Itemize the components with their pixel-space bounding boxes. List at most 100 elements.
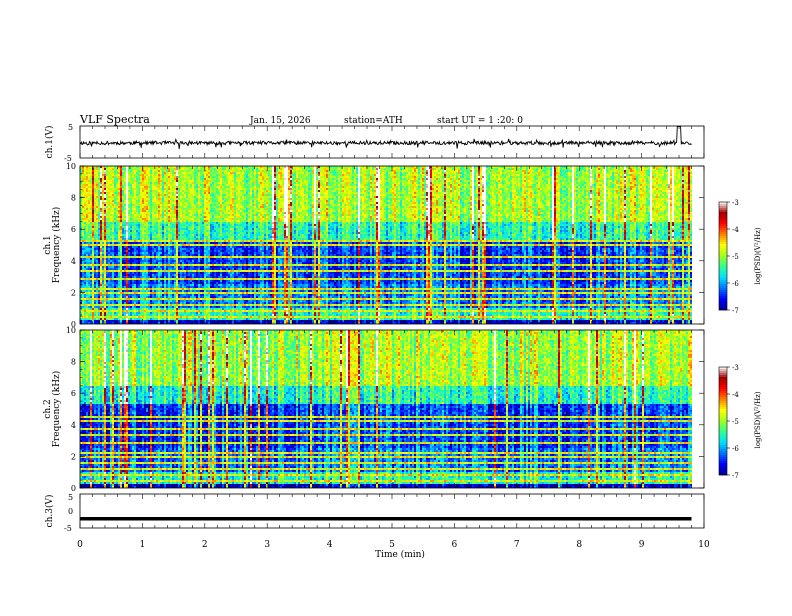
- heatmap-cell: [98, 180, 100, 182]
- heatmap-cell: [152, 248, 154, 250]
- heatmap-cell: [150, 250, 152, 252]
- heatmap-cell: [100, 260, 102, 262]
- heatmap-cell: [112, 194, 114, 196]
- heatmap-cell: [110, 172, 112, 174]
- heatmap-cell: [136, 230, 138, 232]
- heatmap-cell: [108, 206, 110, 208]
- heatmap-cell: [138, 302, 140, 304]
- heatmap-cell: [116, 246, 118, 248]
- heatmap-cell: [94, 188, 96, 190]
- heatmap-cell: [140, 198, 142, 200]
- heatmap-cell: [124, 258, 126, 260]
- heatmap-cell: [154, 244, 156, 246]
- heatmap-cell: [94, 234, 96, 236]
- heatmap-cell: [128, 304, 130, 306]
- heatmap-cell: [100, 268, 102, 270]
- heatmap-cell: [148, 186, 150, 188]
- heatmap-cell: [118, 294, 120, 296]
- heatmap-cell: [130, 262, 132, 264]
- heatmap-cell: [94, 222, 96, 224]
- heatmap-cell: [144, 170, 146, 172]
- heatmap-cell: [86, 182, 88, 184]
- heatmap-cell: [98, 192, 100, 194]
- heatmap-cell: [130, 196, 132, 198]
- heatmap-cell: [154, 184, 156, 186]
- heatmap-cell: [88, 240, 90, 242]
- heatmap-cell: [156, 294, 158, 296]
- heatmap-cell: [122, 238, 124, 240]
- heatmap-cell: [90, 246, 92, 248]
- heatmap-cell: [114, 174, 116, 176]
- heatmap-cell: [126, 302, 128, 304]
- heatmap-cell: [128, 222, 130, 224]
- heatmap-cell: [104, 308, 106, 310]
- heatmap-cell: [132, 318, 134, 320]
- heatmap-cell: [116, 218, 118, 220]
- heatmap-cell: [96, 200, 98, 202]
- heatmap-cell: [138, 186, 140, 188]
- heatmap-cell: [134, 206, 136, 208]
- heatmap-cell: [136, 206, 138, 208]
- heatmap-cell: [116, 258, 118, 260]
- heatmap-cell: [84, 170, 86, 172]
- heatmap-cell: [132, 260, 134, 262]
- heatmap-cell: [86, 172, 88, 174]
- heatmap-cell: [120, 192, 122, 194]
- heatmap-cell: [92, 296, 94, 298]
- heatmap-cell: [124, 222, 126, 224]
- heatmap-cell: [108, 294, 110, 296]
- heatmap-cell: [140, 188, 142, 190]
- heatmap-cell: [140, 246, 142, 248]
- heatmap-cell: [118, 180, 120, 182]
- heatmap-cell: [156, 306, 158, 308]
- heatmap-cell: [118, 290, 120, 292]
- heatmap-cell: [108, 260, 110, 262]
- heatmap-cell: [82, 248, 84, 250]
- heatmap-cell: [152, 258, 154, 260]
- heatmap-cell: [142, 252, 144, 254]
- heatmap-cell: [144, 212, 146, 214]
- heatmap-cell: [104, 290, 106, 292]
- heatmap-cell: [84, 202, 86, 204]
- heatmap-cell: [92, 254, 94, 256]
- heatmap-cell: [112, 240, 114, 242]
- heatmap-cell: [112, 250, 114, 252]
- heatmap-cell: [98, 224, 100, 226]
- heatmap-cell: [106, 258, 108, 260]
- heatmap-cell: [114, 288, 116, 290]
- heatmap-cell: [126, 280, 128, 282]
- heatmap-cell: [110, 306, 112, 308]
- heatmap-cell: [98, 284, 100, 286]
- heatmap-cell: [154, 202, 156, 204]
- heatmap-cell: [88, 214, 90, 216]
- heatmap-cell: [96, 290, 98, 292]
- heatmap-cell: [128, 176, 130, 178]
- heatmap-cell: [152, 286, 154, 288]
- heatmap-cell: [106, 204, 108, 206]
- heatmap-cell: [88, 306, 90, 308]
- heatmap-cell: [96, 264, 98, 266]
- heatmap-cell: [146, 180, 148, 182]
- heatmap-cell: [134, 216, 136, 218]
- heatmap-cell: [88, 304, 90, 306]
- heatmap-cell: [114, 270, 116, 272]
- heatmap-cell: [108, 194, 110, 196]
- heatmap-cell: [134, 306, 136, 308]
- heatmap-cell: [116, 254, 118, 256]
- heatmap-cell: [102, 190, 104, 192]
- heatmap-cell: [138, 312, 140, 314]
- heatmap-cell: [132, 270, 134, 272]
- heatmap-cell: [156, 300, 158, 302]
- heatmap-cell: [98, 186, 100, 188]
- heatmap-cell: [100, 202, 102, 204]
- heatmap-cell: [110, 220, 112, 222]
- heatmap-cell: [84, 218, 86, 220]
- heatmap-cell: [112, 220, 114, 222]
- heatmap-cell: [148, 300, 150, 302]
- heatmap-cell: [146, 320, 148, 322]
- heatmap-cell: [140, 174, 142, 176]
- heatmap-cell: [104, 312, 106, 314]
- heatmap-cell: [124, 306, 126, 308]
- heatmap-cell: [106, 220, 108, 222]
- heatmap-cell: [152, 212, 154, 214]
